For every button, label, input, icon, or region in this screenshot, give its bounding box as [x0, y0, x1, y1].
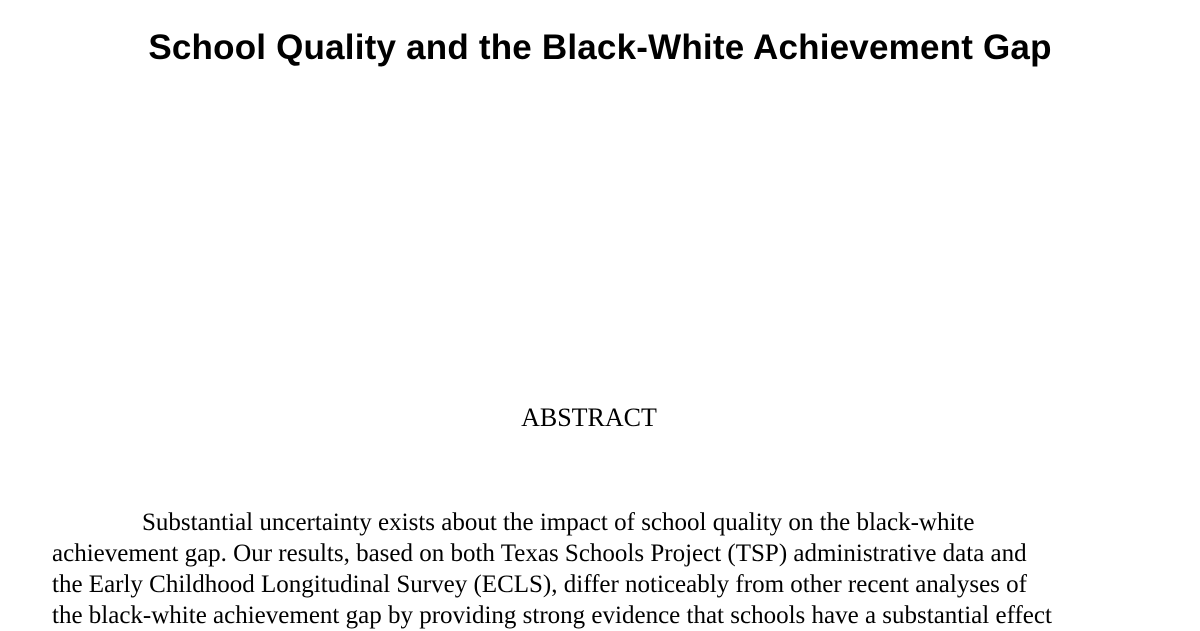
abstract-body: Substantial uncertainty exists about the… — [52, 507, 1142, 631]
abstract-line: the Early Childhood Longitudinal Survey … — [52, 571, 1027, 598]
paper-title: School Quality and the Black-White Achie… — [148, 28, 1052, 67]
abstract-heading: ABSTRACT — [521, 403, 657, 432]
abstract-line: the black-white achievement gap by provi… — [52, 602, 1052, 629]
abstract-line: Substantial uncertainty exists about the… — [142, 509, 975, 536]
abstract-line: achievement gap. Our results, based on b… — [52, 540, 1027, 567]
